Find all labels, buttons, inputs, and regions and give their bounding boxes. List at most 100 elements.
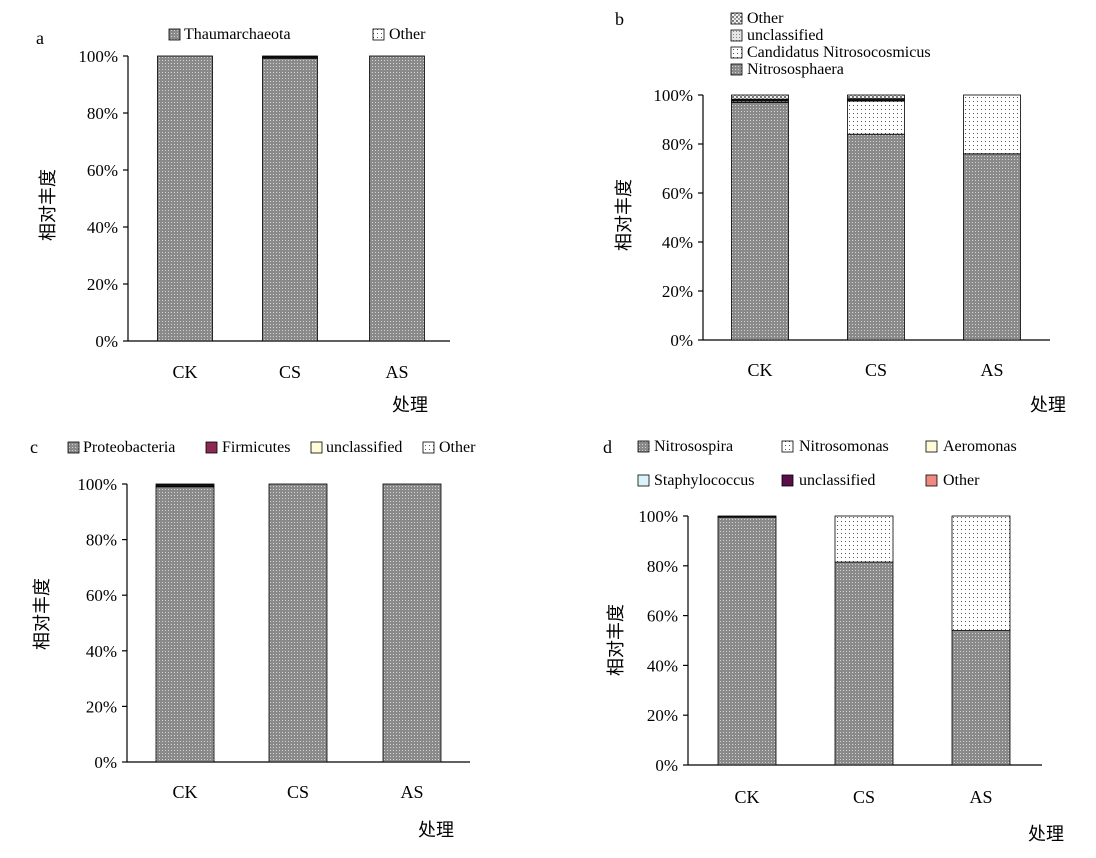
panel-a-y-tick-label: 60% bbox=[87, 161, 118, 180]
panel-d-legend-swatch-aeromonas bbox=[925, 440, 938, 453]
panel-c-bars bbox=[155, 483, 442, 763]
panel-a-x-axis-label: 处理 bbox=[392, 395, 428, 416]
panel-a-legend-label-other: Other bbox=[389, 26, 426, 43]
panel-d-legend-label-staphylococcus: Staphylococcus bbox=[654, 472, 754, 489]
panel-d-category-label-ck: CK bbox=[734, 787, 759, 807]
panel-d-y-tick-label: 80% bbox=[647, 557, 678, 576]
panel-b-legend-label-unclassified: unclassified bbox=[747, 27, 823, 44]
panel-c-y-tick-label: 80% bbox=[86, 531, 117, 550]
panel-a-category-label-as: AS bbox=[385, 362, 408, 382]
panel-a-y-tick-label: 0% bbox=[95, 332, 118, 351]
panel-a-bar-cs-other bbox=[262, 55, 318, 59]
panel-d-category-label-cs: CS bbox=[853, 787, 875, 807]
panel-b-y-tick-label: 100% bbox=[653, 86, 693, 105]
panel-b-y-tick-label: 20% bbox=[662, 282, 693, 301]
panel-b-y-tick-label: 80% bbox=[662, 135, 693, 154]
panel-c-label: c bbox=[30, 437, 38, 457]
panel-d-legend-label-aeromonas: Aeromonas bbox=[943, 438, 1017, 455]
panel-d: d 相对丰度 处理 0% 20% 40% 60% 80% 100% CK CS AS Nitr… bbox=[603, 437, 1064, 845]
panel-b-bar-cs-other bbox=[847, 94, 905, 100]
panel-d-legend-swatch-other bbox=[925, 474, 938, 487]
panel-d-categories: CK CS AS bbox=[734, 787, 992, 807]
panel-d-y-tick-label: 40% bbox=[647, 656, 678, 675]
panel-c-category-label-cs: CS bbox=[287, 782, 309, 802]
panel-b-category-label-ck: CK bbox=[747, 360, 772, 380]
panel-b-y-ticks: 0% 20% 40% 60% 80% 100% bbox=[653, 86, 703, 350]
panel-c-y-tick-label: 20% bbox=[86, 697, 117, 716]
panel-c-legend-label-other: Other bbox=[439, 439, 476, 456]
panel-c-legend-swatch-firmicutes bbox=[205, 441, 218, 454]
panel-d-x-axis-label: 处理 bbox=[1028, 824, 1064, 845]
panel-b-categories: CK CS AS bbox=[747, 360, 1003, 380]
panel-c-legend-label-firmicutes: Firmicutes bbox=[222, 439, 290, 456]
panel-c-legend-swatch-other bbox=[422, 441, 435, 454]
panel-d-bar-ck-unclassified bbox=[717, 515, 777, 518]
panel-b-bar-ck-nitrososphaera bbox=[731, 101, 789, 341]
panel-b-category-label-cs: CS bbox=[865, 360, 887, 380]
panel-b-y-axis-label: 相对丰度 bbox=[614, 179, 635, 251]
panel-a-y-tick-label: 80% bbox=[87, 104, 118, 123]
panel-b-legend-label-nitrososphaera: Nitrososphaera bbox=[747, 61, 844, 78]
panel-d-legend-label-unclassified: unclassified bbox=[799, 472, 875, 489]
panel-b-legend-swatch-candidatus bbox=[730, 46, 743, 59]
panel-a-bars bbox=[157, 55, 425, 342]
panel-a-legend-label-thaumarchaeota: Thaumarchaeota bbox=[184, 26, 291, 43]
panel-c: c 相对丰度 处理 0% 20% 40% 60% 80% 100% CK CS AS Prot… bbox=[30, 437, 476, 841]
panel-d-legend-swatch-staphylococcus bbox=[637, 474, 650, 487]
panel-a-legend-swatch-other bbox=[372, 28, 385, 41]
panel-d-bar-cs-nitrosospira bbox=[834, 561, 894, 766]
panel-c-categories: CK CS AS bbox=[172, 782, 423, 802]
panel-d-bar-as-nitrosomonas bbox=[951, 515, 1011, 631]
panel-c-legend-swatch-proteobacteria bbox=[67, 441, 80, 454]
panel-b-y-tick-label: 40% bbox=[662, 233, 693, 252]
panel-a-category-label-cs: CS bbox=[279, 362, 301, 382]
panel-d-y-axis-label: 相对丰度 bbox=[606, 604, 627, 676]
panel-d-legend-label-nitrosomonas: Nitrosomonas bbox=[799, 438, 889, 455]
panel-d-legend-swatch-nitrosospira bbox=[637, 440, 650, 453]
panel-c-y-axis-label: 相对丰度 bbox=[32, 578, 53, 650]
panel-b-bars bbox=[731, 94, 1021, 341]
panel-a: a 相对丰度 处理 0% 20% 40% 60% 80% 100% CK CS AS Thau… bbox=[36, 26, 450, 416]
panel-a-bar-cs-thaumarchaeota bbox=[262, 57, 318, 342]
panel-b-legend-swatch-other bbox=[730, 12, 743, 25]
panel-b-category-label-as: AS bbox=[980, 360, 1003, 380]
panel-d-legend-label-nitrosospira: Nitrosospira bbox=[654, 438, 733, 455]
panel-c-bar-ck-proteobacteria bbox=[155, 486, 215, 763]
panel-b-bar-cs-candidatus-nitrosocosmicus bbox=[847, 100, 905, 135]
panel-c-bar-cs-proteobacteria bbox=[268, 483, 328, 763]
panel-a-y-tick-label: 40% bbox=[87, 218, 118, 237]
panel-c-legend-label-unclassified: unclassified bbox=[326, 439, 402, 456]
panel-d-bars bbox=[717, 515, 1011, 766]
panel-b-bar-ck-other bbox=[731, 94, 789, 100]
panel-d-bar-cs-nitrosomonas bbox=[834, 515, 894, 563]
panel-b-legend-swatch-nitrososphaera bbox=[730, 63, 743, 76]
panel-d-y-tick-label: 20% bbox=[647, 706, 678, 725]
panel-d-bar-ck-nitrosospira bbox=[717, 516, 777, 766]
panel-a-bar-ck-thaumarchaeota bbox=[157, 55, 213, 342]
panel-b-legend-swatch-unclassified bbox=[730, 29, 743, 42]
panel-a-y-axis-label: 相对丰度 bbox=[38, 169, 59, 241]
panel-c-legend-swatch-unclassified bbox=[310, 441, 323, 454]
panel-c-y-ticks: 0% 20% 40% 60% 80% 100% bbox=[77, 475, 127, 772]
panel-c-bar-as-proteobacteria bbox=[382, 483, 442, 763]
panel-d-y-ticks: 0% 20% 40% 60% 80% 100% bbox=[638, 507, 688, 775]
panel-c-y-tick-label: 0% bbox=[94, 753, 117, 772]
panel-c-x-axis-label: 处理 bbox=[418, 820, 454, 841]
panel-a-y-tick-label: 100% bbox=[78, 47, 118, 66]
panel-c-y-tick-label: 40% bbox=[86, 642, 117, 661]
panel-c-legend-label-proteobacteria: Proteobacteria bbox=[83, 439, 175, 456]
panel-a-bar-as-thaumarchaeota bbox=[369, 55, 425, 342]
panel-d-category-label-as: AS bbox=[969, 787, 992, 807]
panel-c-category-label-ck: CK bbox=[172, 782, 197, 802]
panel-c-y-tick-label: 100% bbox=[77, 475, 117, 494]
panel-b-legend-label-other: Other bbox=[747, 10, 784, 27]
panel-d-legend-swatch-unclassified bbox=[781, 474, 794, 487]
panel-b-legend: Other unclassified Candidatus Nitrosocos… bbox=[730, 10, 931, 78]
panel-b-y-tick-label: 60% bbox=[662, 184, 693, 203]
panel-d-label: d bbox=[603, 437, 612, 457]
panel-b-bar-cs-nitrososphaera bbox=[847, 133, 905, 341]
panel-b-label: b bbox=[615, 9, 624, 29]
panel-b-legend-label-candidatus: Candidatus Nitrosocosmicus bbox=[747, 44, 931, 61]
panel-c-legend: Proteobacteria Firmicutes unclassified O… bbox=[67, 439, 476, 456]
